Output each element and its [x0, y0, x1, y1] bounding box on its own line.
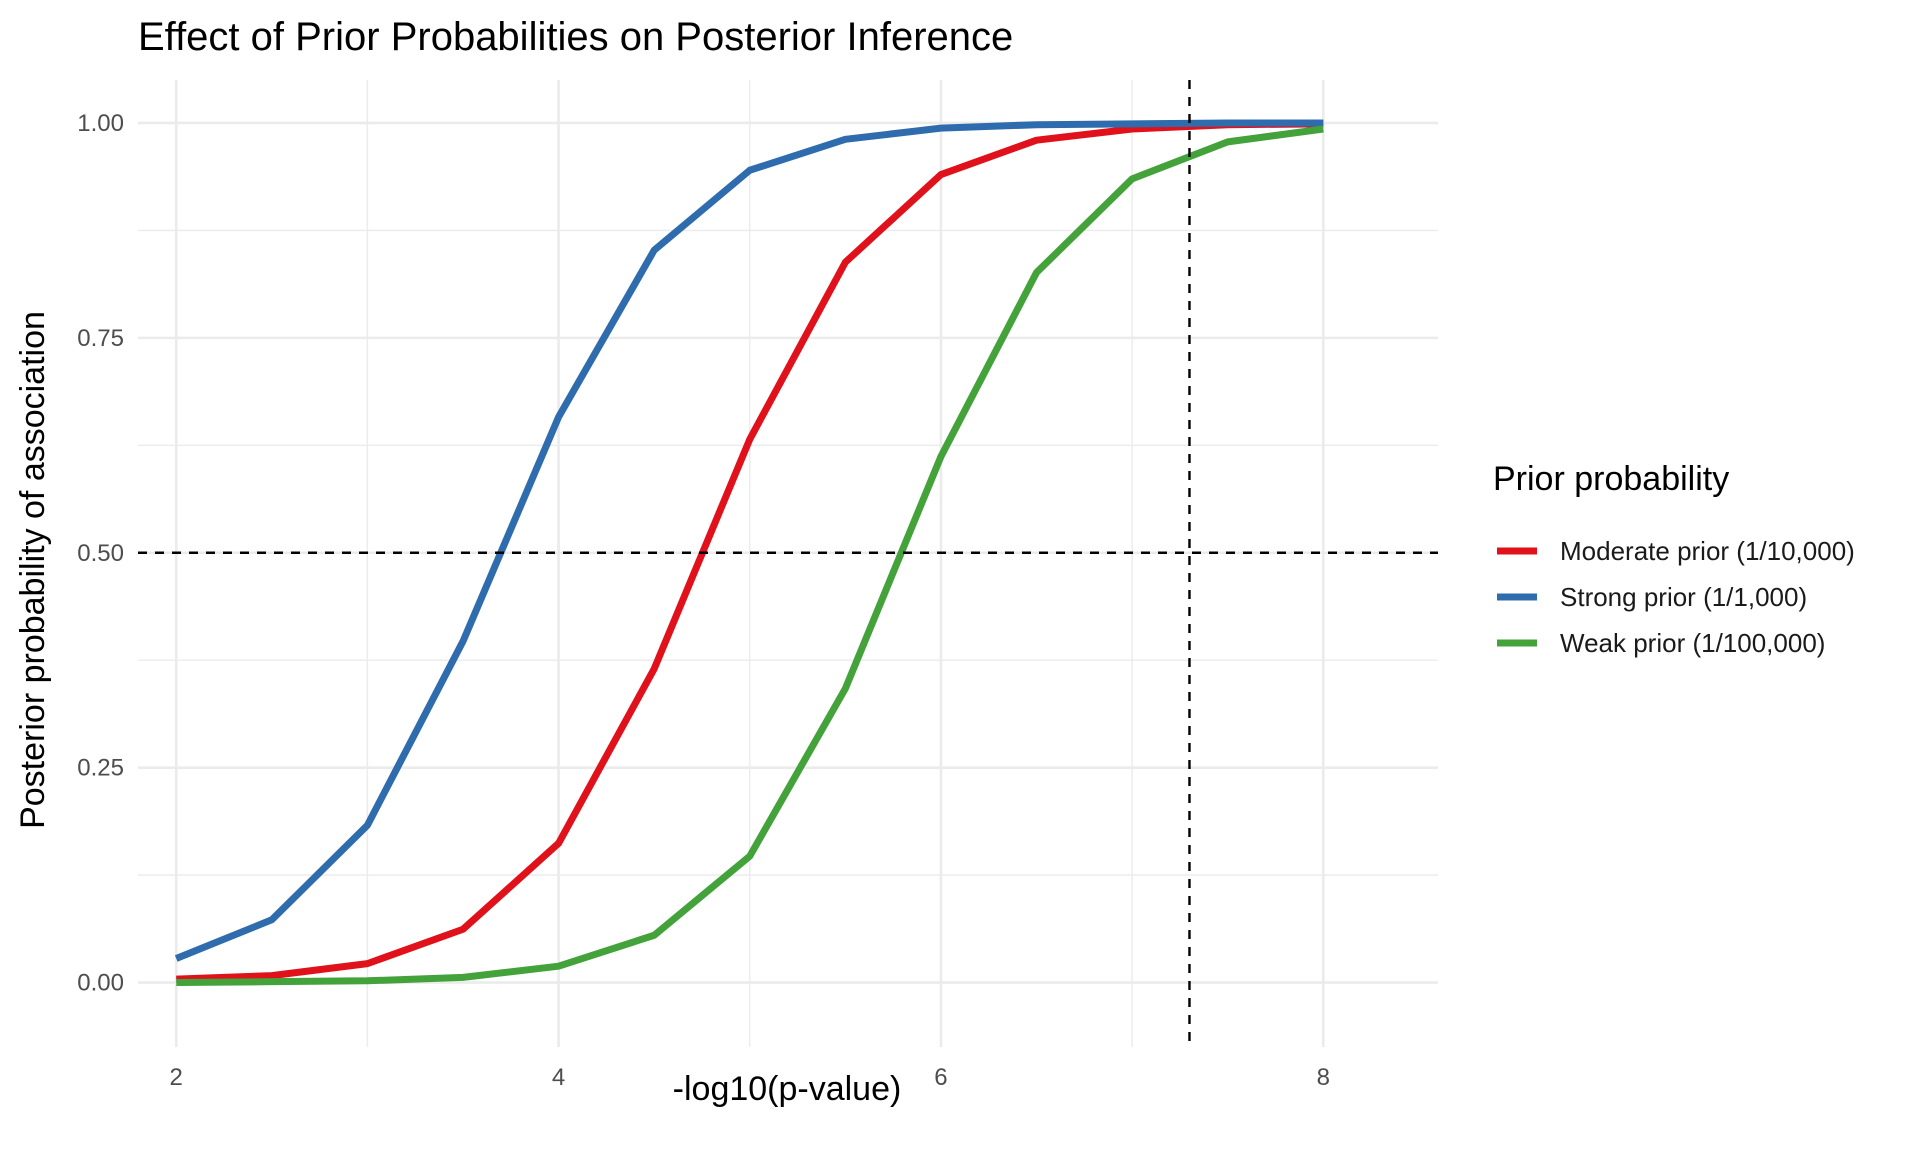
grid — [138, 80, 1438, 1047]
series-line-2 — [176, 125, 1324, 987]
reference-lines — [138, 80, 1438, 1047]
series-line-1 — [174, 119, 1324, 962]
legend-label: Strong prior (1/1,000) — [1560, 582, 1807, 612]
y-tick-label: 1.00 — [77, 110, 124, 137]
y-axis-title: Posterior probability of association — [14, 311, 52, 829]
legend: Moderate prior (1/10,000) Strong prior (1… — [1497, 536, 1855, 658]
series-lines — [174, 119, 1324, 987]
x-tick-label: 4 — [552, 1064, 565, 1091]
chart-title: Effect of Prior Probabilities on Posteri… — [138, 15, 1013, 59]
y-tick-label: 0.50 — [77, 540, 124, 567]
y-tick-label: 0.75 — [77, 325, 124, 352]
legend-title: Prior probability — [1493, 460, 1729, 498]
x-tick-label: 6 — [934, 1064, 947, 1091]
y-tick-label: 0.00 — [77, 970, 124, 997]
y-tick-labels: 0.00 0.25 0.50 0.75 1.00 — [77, 110, 124, 997]
x-tick-label: 2 — [170, 1064, 183, 1091]
legend-label: Moderate prior (1/10,000) — [1560, 536, 1855, 566]
series-line-0 — [176, 120, 1324, 983]
y-tick-label: 0.25 — [77, 755, 124, 782]
x-tick-label: 8 — [1317, 1064, 1330, 1091]
x-axis-title: -log10(p-value) — [673, 1070, 902, 1108]
legend-label: Weak prior (1/100,000) — [1560, 628, 1825, 658]
x-tick-labels: 2 4 6 8 — [170, 1064, 1330, 1091]
